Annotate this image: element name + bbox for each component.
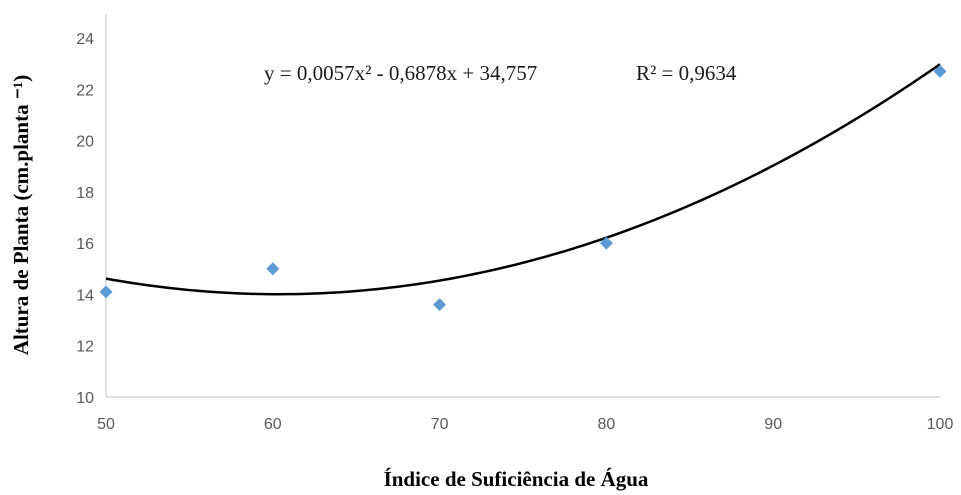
y-tick-label: 10 [76,390,94,407]
data-point-marker [933,64,947,78]
x-tick-label: 50 [97,416,115,433]
x-tick-label: 70 [431,416,449,433]
x-tick-label: 80 [598,416,616,433]
trendline-equation-text: y = 0,0057x² - 0,6878x + 34,757 [264,61,537,85]
y-tick-labels: 10 12 14 16 18 20 22 24 [76,31,94,407]
y-axis-title: Altura de Planta (cm.planta ⁻¹) [9,75,33,355]
data-point-marker [433,298,447,312]
trendline [105,63,941,296]
x-tick-label: 90 [764,416,782,433]
data-point-marker [266,262,280,276]
y-tick-label: 14 [76,287,94,304]
axes [105,14,940,398]
x-tick-labels: 50 60 70 80 90 100 [97,416,953,433]
y-tick-label: 12 [76,339,94,356]
trendline-equation: y = 0,0057x² - 0,6878x + 34,757 R² = 0,9… [264,61,737,85]
x-axis-title: Índice de Suficiência de Água [384,467,649,491]
y-tick-label: 22 [76,82,94,99]
y-tick-label: 20 [76,134,94,151]
data-points [99,64,947,312]
y-tick-label: 16 [76,236,94,253]
y-tick-label: 18 [76,185,94,202]
x-tick-label: 100 [927,416,954,433]
r-squared-text: R² = 0,9634 [636,61,737,85]
data-point-marker [599,236,613,250]
y-tick-label: 24 [76,31,94,48]
x-tick-label: 60 [264,416,282,433]
data-point-marker [99,285,113,299]
